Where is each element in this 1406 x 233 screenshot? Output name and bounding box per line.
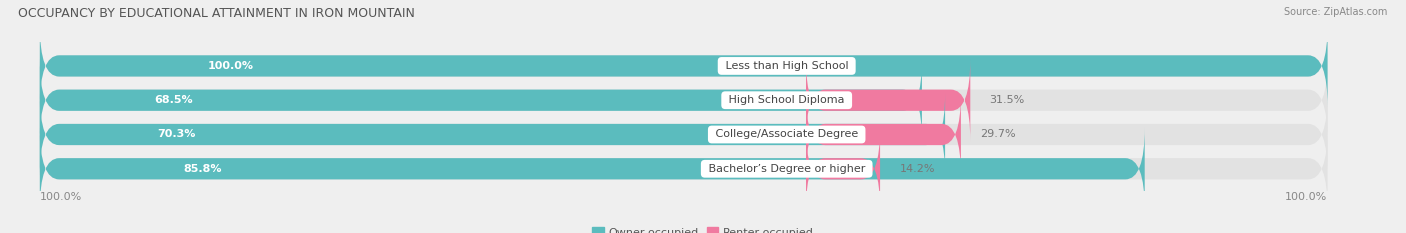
Text: 31.5%: 31.5% xyxy=(990,95,1025,105)
FancyBboxPatch shape xyxy=(39,128,1144,209)
FancyBboxPatch shape xyxy=(806,128,880,209)
Text: OCCUPANCY BY EDUCATIONAL ATTAINMENT IN IRON MOUNTAIN: OCCUPANCY BY EDUCATIONAL ATTAINMENT IN I… xyxy=(18,7,415,20)
Text: Bachelor’s Degree or higher: Bachelor’s Degree or higher xyxy=(704,164,869,174)
Text: 0.0%: 0.0% xyxy=(818,61,848,71)
FancyBboxPatch shape xyxy=(39,59,1327,141)
Text: Less than High School: Less than High School xyxy=(721,61,852,71)
FancyBboxPatch shape xyxy=(39,25,1327,107)
FancyBboxPatch shape xyxy=(39,59,922,141)
FancyBboxPatch shape xyxy=(39,94,1327,175)
FancyBboxPatch shape xyxy=(39,94,945,175)
Text: College/Associate Degree: College/Associate Degree xyxy=(711,130,862,140)
Text: 29.7%: 29.7% xyxy=(980,130,1017,140)
Text: High School Diploma: High School Diploma xyxy=(725,95,848,105)
Text: 68.5%: 68.5% xyxy=(155,95,193,105)
Text: 100.0%: 100.0% xyxy=(207,61,253,71)
FancyBboxPatch shape xyxy=(806,59,970,141)
Text: 100.0%: 100.0% xyxy=(1285,192,1327,202)
FancyBboxPatch shape xyxy=(39,128,1327,209)
FancyBboxPatch shape xyxy=(806,94,960,175)
FancyBboxPatch shape xyxy=(39,25,1327,107)
Text: 14.2%: 14.2% xyxy=(900,164,935,174)
Text: 100.0%: 100.0% xyxy=(39,192,82,202)
Text: 85.8%: 85.8% xyxy=(183,164,222,174)
Text: Source: ZipAtlas.com: Source: ZipAtlas.com xyxy=(1284,7,1388,17)
Legend: Owner-occupied, Renter-occupied: Owner-occupied, Renter-occupied xyxy=(588,223,818,233)
Text: 70.3%: 70.3% xyxy=(157,130,195,140)
